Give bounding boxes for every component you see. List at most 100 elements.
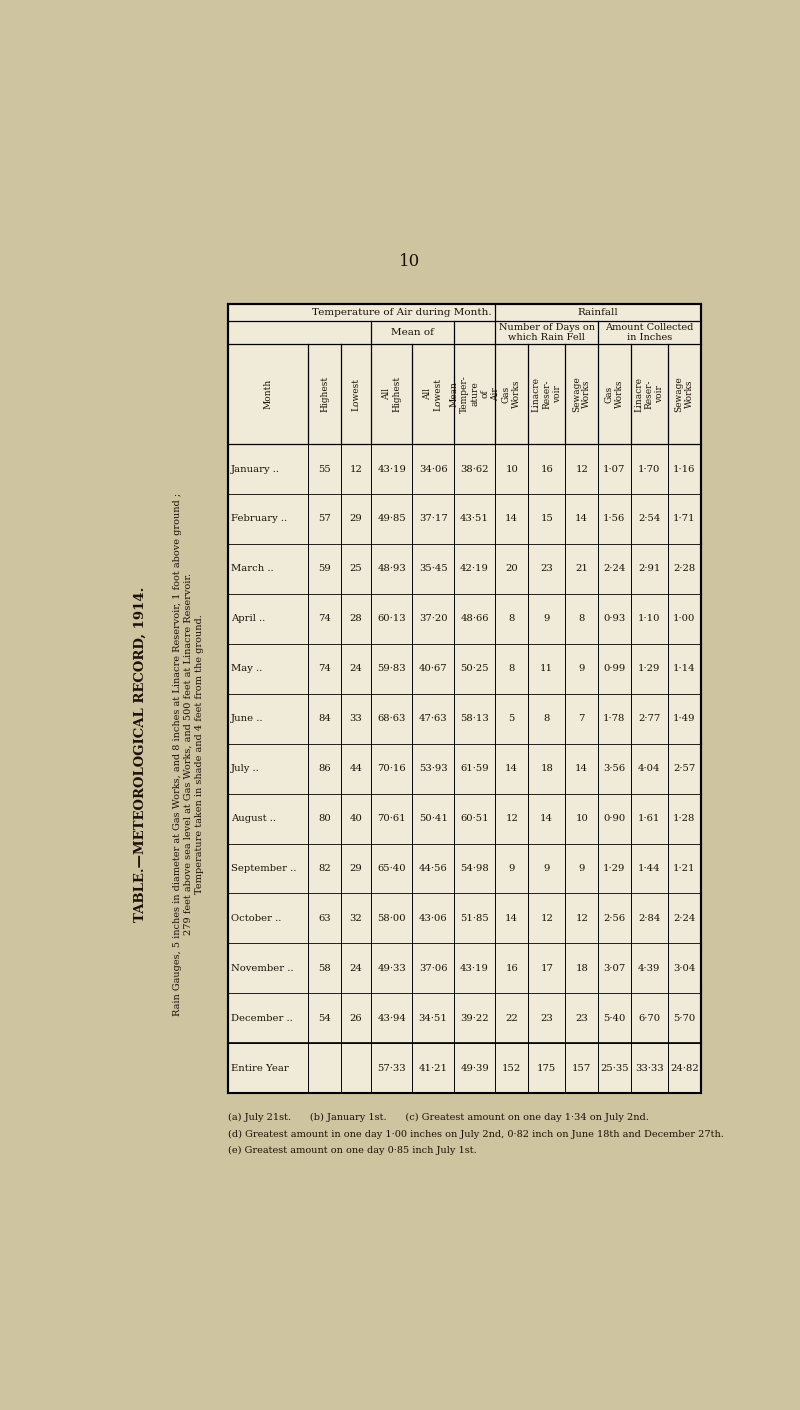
Text: Rain Gauges, 5 inches in diameter at Gas Works, and 8 inches at Linacre Reservoi: Rain Gauges, 5 inches in diameter at Gas… [173,493,182,1017]
Text: 43·51: 43·51 [460,515,489,523]
Text: 2·28: 2·28 [673,564,695,574]
Text: 14: 14 [505,764,518,773]
Text: June ..: June .. [231,715,263,723]
Text: 33·33: 33·33 [635,1063,664,1073]
Text: July ..: July .. [231,764,260,773]
Text: 21: 21 [575,564,588,574]
Text: Sewage
Works: Sewage Works [674,376,694,412]
Text: 48·66: 48·66 [460,615,489,623]
Text: 58: 58 [318,964,331,973]
Text: Gas
Works: Gas Works [502,379,522,409]
Text: 49·39: 49·39 [460,1063,489,1073]
Text: 20: 20 [506,564,518,574]
Text: 12: 12 [506,814,518,823]
Text: 8: 8 [509,615,515,623]
Text: 1·78: 1·78 [603,715,626,723]
Text: 1·14: 1·14 [673,664,696,674]
Text: 37·06: 37·06 [419,964,447,973]
Text: 175: 175 [537,1063,556,1073]
Text: 24·82: 24·82 [670,1063,698,1073]
Text: 1·29: 1·29 [603,864,626,873]
Text: 22: 22 [506,1014,518,1022]
Text: 3·04: 3·04 [673,964,695,973]
Text: 9: 9 [578,664,585,674]
Text: 29: 29 [350,515,362,523]
Text: 82: 82 [318,864,331,873]
Text: 48·93: 48·93 [378,564,406,574]
Text: 2·54: 2·54 [638,515,661,523]
Text: 4·04: 4·04 [638,764,661,773]
Text: 10: 10 [575,814,588,823]
Text: 49·33: 49·33 [378,964,406,973]
Text: TABLE.—METEOROLOGICAL RECORD, 1914.: TABLE.—METEOROLOGICAL RECORD, 1914. [134,587,147,922]
Text: 5: 5 [509,715,515,723]
Text: 5·70: 5·70 [673,1014,695,1022]
Text: 16: 16 [506,964,518,973]
Text: 32: 32 [350,914,362,924]
Text: 1·28: 1·28 [673,814,695,823]
Text: Highest: Highest [320,376,329,412]
Text: Gas
Works: Gas Works [605,379,624,409]
Text: 7: 7 [578,715,585,723]
Text: 1·70: 1·70 [638,464,661,474]
Text: Sewage
Works: Sewage Works [572,376,591,412]
Text: 37·20: 37·20 [419,615,447,623]
Text: 9: 9 [578,864,585,873]
Text: 43·19: 43·19 [460,964,489,973]
Text: April ..: April .. [231,615,266,623]
Text: 2·24: 2·24 [673,914,695,924]
Text: August ..: August .. [231,814,276,823]
Text: November ..: November .. [231,964,294,973]
Text: 24: 24 [350,664,362,674]
Text: 58·00: 58·00 [378,914,406,924]
Text: 28: 28 [350,615,362,623]
Text: All
Highest: All Highest [382,376,402,412]
Text: 9: 9 [509,864,515,873]
Text: 0·90: 0·90 [603,814,626,823]
Text: September ..: September .. [231,864,296,873]
Text: October ..: October .. [231,914,282,924]
Text: 16: 16 [540,464,553,474]
Text: 10: 10 [399,254,421,271]
Text: 43·94: 43·94 [378,1014,406,1022]
Text: 1·29: 1·29 [638,664,661,674]
Text: Temperature of Air during Month.: Temperature of Air during Month. [312,307,491,317]
Text: 1·07: 1·07 [603,464,626,474]
Text: 33: 33 [350,715,362,723]
Text: 86: 86 [318,764,331,773]
Text: 0·93: 0·93 [603,615,626,623]
Text: 60·51: 60·51 [460,814,489,823]
Text: 0·99: 0·99 [603,664,626,674]
Text: 55: 55 [318,464,331,474]
Text: 59·83: 59·83 [378,664,406,674]
Text: January ..: January .. [231,464,280,474]
Text: 59: 59 [318,564,331,574]
Text: 74: 74 [318,664,331,674]
Bar [228,305,701,1093]
Text: Lowest: Lowest [351,378,361,410]
Text: Number of Days on
which Rain Fell: Number of Days on which Rain Fell [498,323,594,343]
Text: 70·16: 70·16 [378,764,406,773]
Text: 1·49: 1·49 [673,715,695,723]
Text: 37·17: 37·17 [418,515,447,523]
Text: 1·10: 1·10 [638,615,661,623]
Text: 3·07: 3·07 [603,964,626,973]
Text: 8: 8 [509,664,515,674]
Text: 60·13: 60·13 [378,615,406,623]
Text: May ..: May .. [231,664,262,674]
Text: 9: 9 [543,615,550,623]
Text: 40·67: 40·67 [419,664,447,674]
Text: 23: 23 [575,1014,588,1022]
Text: 57: 57 [318,515,331,523]
Text: 26: 26 [350,1014,362,1022]
Text: December ..: December .. [231,1014,293,1022]
Text: 38·62: 38·62 [460,464,489,474]
Text: 1·71: 1·71 [673,515,695,523]
Text: 70·61: 70·61 [378,814,406,823]
Text: Mean of: Mean of [391,329,434,337]
Text: 43·06: 43·06 [419,914,447,924]
Text: 3·56: 3·56 [603,764,626,773]
Text: 18: 18 [540,764,553,773]
Text: All
Lowest: All Lowest [423,378,443,410]
Text: 39·22: 39·22 [460,1014,489,1022]
